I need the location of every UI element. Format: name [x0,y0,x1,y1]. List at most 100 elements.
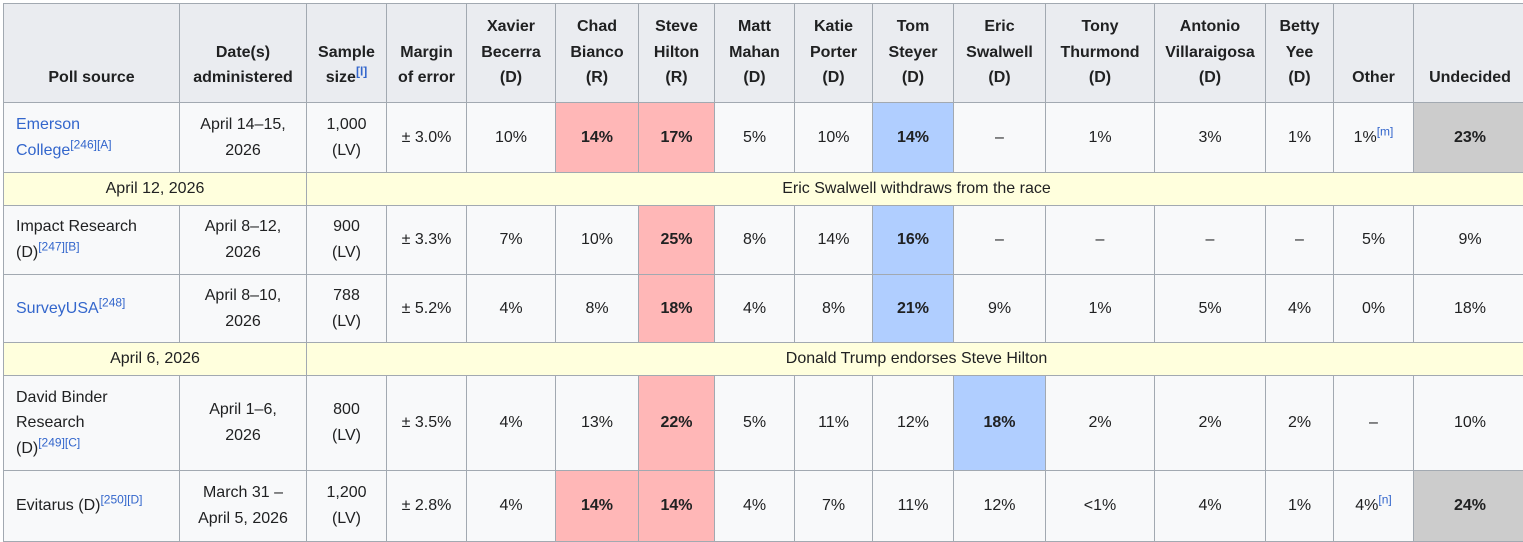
sample-size-cell: 1,000 (LV) [307,103,387,173]
poll-source-ref[interactable]: [249][C] [38,435,80,449]
result-cell-steyer: 14% [873,103,954,173]
poll-row-surveyusa: SurveyUSA[248] April 8–10, 2026 788 (LV)… [4,275,1523,343]
result-cell-hilton: 17% [639,103,715,173]
polls-table: Poll source Date(s) administered Sample … [3,3,1523,542]
candidate-name: Tony Thurmond [1052,14,1148,65]
result-cell-other: 1%[m] [1334,103,1414,173]
other-note-ref[interactable]: [n] [1378,493,1391,507]
result-cell-yee: 1% [1266,103,1334,173]
candidate-party: (D) [1161,65,1259,91]
result-cell-bianco: 8% [556,275,639,343]
result-cell-villaraigosa: 3% [1155,103,1266,173]
col-header-candidate-hilton: Steve Hilton(R) [639,4,715,103]
sample-size-cell: 900 (LV) [307,206,387,275]
event-text-cell: Eric Swalwell withdraws from the race [307,173,1523,206]
result-cell-undecided: 24% [1414,471,1523,542]
sample-size-cell: 788 (LV) [307,275,387,343]
col-header-sample-size: Sample size[l] [307,4,387,103]
dates-cell: April 1–6, 2026 [180,376,307,471]
result-cell-steyer: 11% [873,471,954,542]
result-cell-villaraigosa: 4% [1155,471,1266,542]
result-cell-hilton: 14% [639,471,715,542]
dates-cell: April 8–12, 2026 [180,206,307,275]
candidate-name: Chad Bianco [562,14,632,65]
result-cell-yee: 1% [1266,471,1334,542]
sample-size-cell: 800 (LV) [307,376,387,471]
candidate-party: (D) [1272,65,1327,91]
dates-cell: April 14–15, 2026 [180,103,307,173]
candidate-party: (D) [721,65,788,91]
poll-source-text: Evitarus (D) [16,497,100,514]
result-cell-porter: 10% [795,103,873,173]
result-cell-steyer: 21% [873,275,954,343]
col-header-candidate-swalwell: Eric Swalwell(D) [954,4,1046,103]
result-cell-bianco: 14% [556,103,639,173]
result-cell-thurmond: 1% [1046,103,1155,173]
candidate-name: Tom Steyer [879,14,947,65]
result-cell-yee: – [1266,206,1334,275]
result-cell-undecided: 9% [1414,206,1523,275]
candidate-party: (D) [473,65,549,91]
poll-source-ref[interactable]: [247][B] [38,240,79,254]
result-cell-thurmond: 1% [1046,275,1155,343]
col-header-dates: Date(s) administered [180,4,307,103]
other-value: 0% [1362,300,1385,317]
result-cell-other: – [1334,376,1414,471]
other-note-ref[interactable]: [m] [1377,124,1394,138]
result-cell-hilton: 22% [639,376,715,471]
poll-row-david-binder: David Binder Research (D)[249][C] April … [4,376,1523,471]
result-cell-other: 0% [1334,275,1414,343]
result-cell-villaraigosa: – [1155,206,1266,275]
dates-cell: March 31 – April 5, 2026 [180,471,307,542]
poll-source-ref[interactable]: [248] [99,295,126,309]
candidate-party: (D) [960,65,1039,91]
col-header-candidate-becerra: Xavier Becerra(D) [467,4,556,103]
result-cell-other: 5% [1334,206,1414,275]
result-cell-mahan: 5% [715,376,795,471]
col-header-candidate-steyer: Tom Steyer(D) [873,4,954,103]
candidate-party: (D) [1052,65,1148,91]
poll-source-ref[interactable]: [250][D] [100,493,142,507]
col-header-candidate-porter: Katie Porter(D) [795,4,873,103]
candidate-name: Matt Mahan [721,14,788,65]
event-row-trump-endorsement: April 6, 2026 Donald Trump endorses Stev… [4,343,1523,376]
poll-source-link[interactable]: SurveyUSA [16,300,99,317]
poll-source-ref[interactable]: [246][A] [70,137,111,151]
other-value: – [1369,414,1378,431]
result-cell-hilton: 18% [639,275,715,343]
poll-source-cell: Emerson College[246][A] [4,103,180,173]
event-row-swalwell-withdraws: April 12, 2026 Eric Swalwell withdraws f… [4,173,1523,206]
col-header-candidate-thurmond: Tony Thurmond(D) [1046,4,1155,103]
result-cell-thurmond: – [1046,206,1155,275]
col-header-margin-of-error: Margin of error [387,4,467,103]
result-cell-mahan: 5% [715,103,795,173]
other-value: 1% [1354,129,1377,146]
col-header-undecided: Undecided [1414,4,1523,103]
result-cell-swalwell: – [954,206,1046,275]
result-cell-porter: 11% [795,376,873,471]
poll-row-emerson: Emerson College[246][A] April 14–15, 202… [4,103,1523,173]
candidate-name: Antonio Villaraigosa [1161,14,1259,65]
col-header-candidate-villaraigosa: Antonio Villaraigosa(D) [1155,4,1266,103]
poll-row-evitarus: Evitarus (D)[250][D] March 31 – April 5,… [4,471,1523,542]
sample-size-cell: 1,200 (LV) [307,471,387,542]
result-cell-bianco: 13% [556,376,639,471]
result-cell-mahan: 4% [715,275,795,343]
result-cell-yee: 2% [1266,376,1334,471]
candidate-name: Xavier Becerra [473,14,549,65]
col-header-candidate-yee: Betty Yee(D) [1266,4,1334,103]
result-cell-undecided: 10% [1414,376,1523,471]
result-cell-undecided: 18% [1414,275,1523,343]
poll-source-cell: Impact Research (D)[247][B] [4,206,180,275]
poll-row-impact-research: Impact Research (D)[247][B] April 8–12, … [4,206,1523,275]
candidate-name: Eric Swalwell [960,14,1039,65]
candidate-party: (R) [645,65,708,91]
result-cell-steyer: 12% [873,376,954,471]
dates-cell: April 8–10, 2026 [180,275,307,343]
result-cell-porter: 7% [795,471,873,542]
poll-source-cell: SurveyUSA[248] [4,275,180,343]
result-cell-mahan: 4% [715,471,795,542]
margin-of-error-cell: ± 2.8% [387,471,467,542]
sample-size-note-ref[interactable]: [l] [356,65,367,79]
result-cell-swalwell: 9% [954,275,1046,343]
